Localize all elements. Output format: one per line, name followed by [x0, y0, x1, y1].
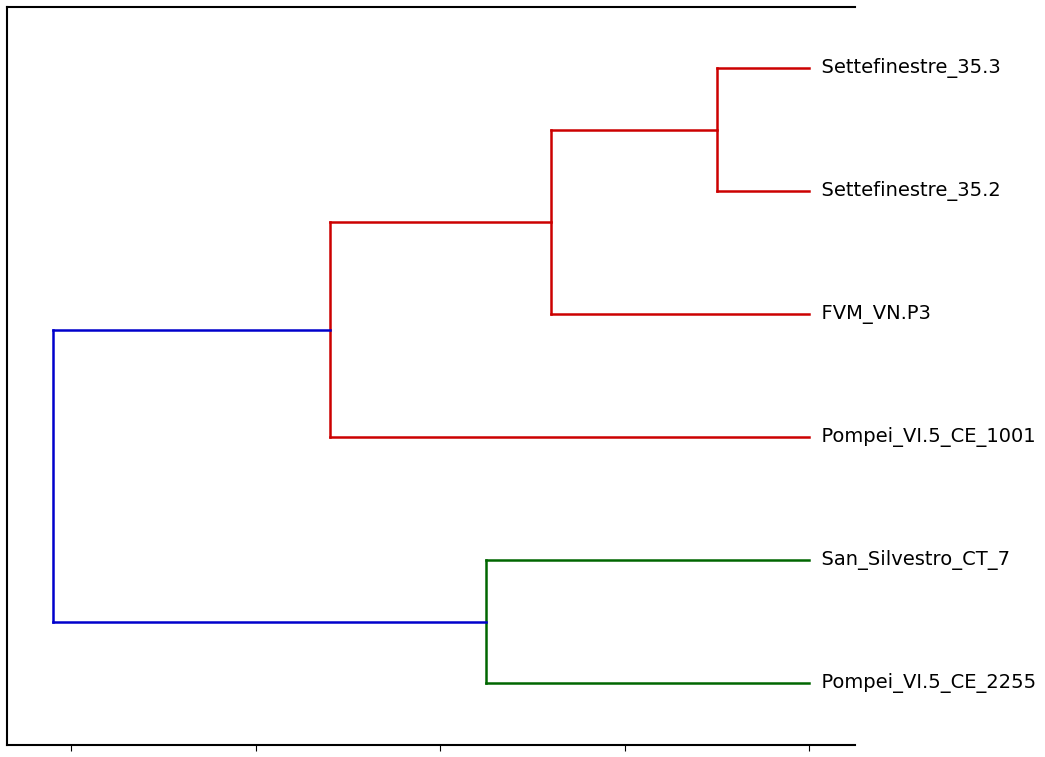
Text: San_Silvestro_CT_7: San_Silvestro_CT_7 [809, 550, 1009, 570]
Text: Settefinestre_35.2: Settefinestre_35.2 [809, 182, 1001, 201]
Text: FVM_VN.P3: FVM_VN.P3 [809, 305, 931, 324]
Text: Pompei_VI.5_CE_1001: Pompei_VI.5_CE_1001 [809, 427, 1036, 447]
Text: Settefinestre_35.3: Settefinestre_35.3 [809, 58, 1001, 79]
Text: Pompei_VI.5_CE_2255: Pompei_VI.5_CE_2255 [809, 673, 1036, 693]
